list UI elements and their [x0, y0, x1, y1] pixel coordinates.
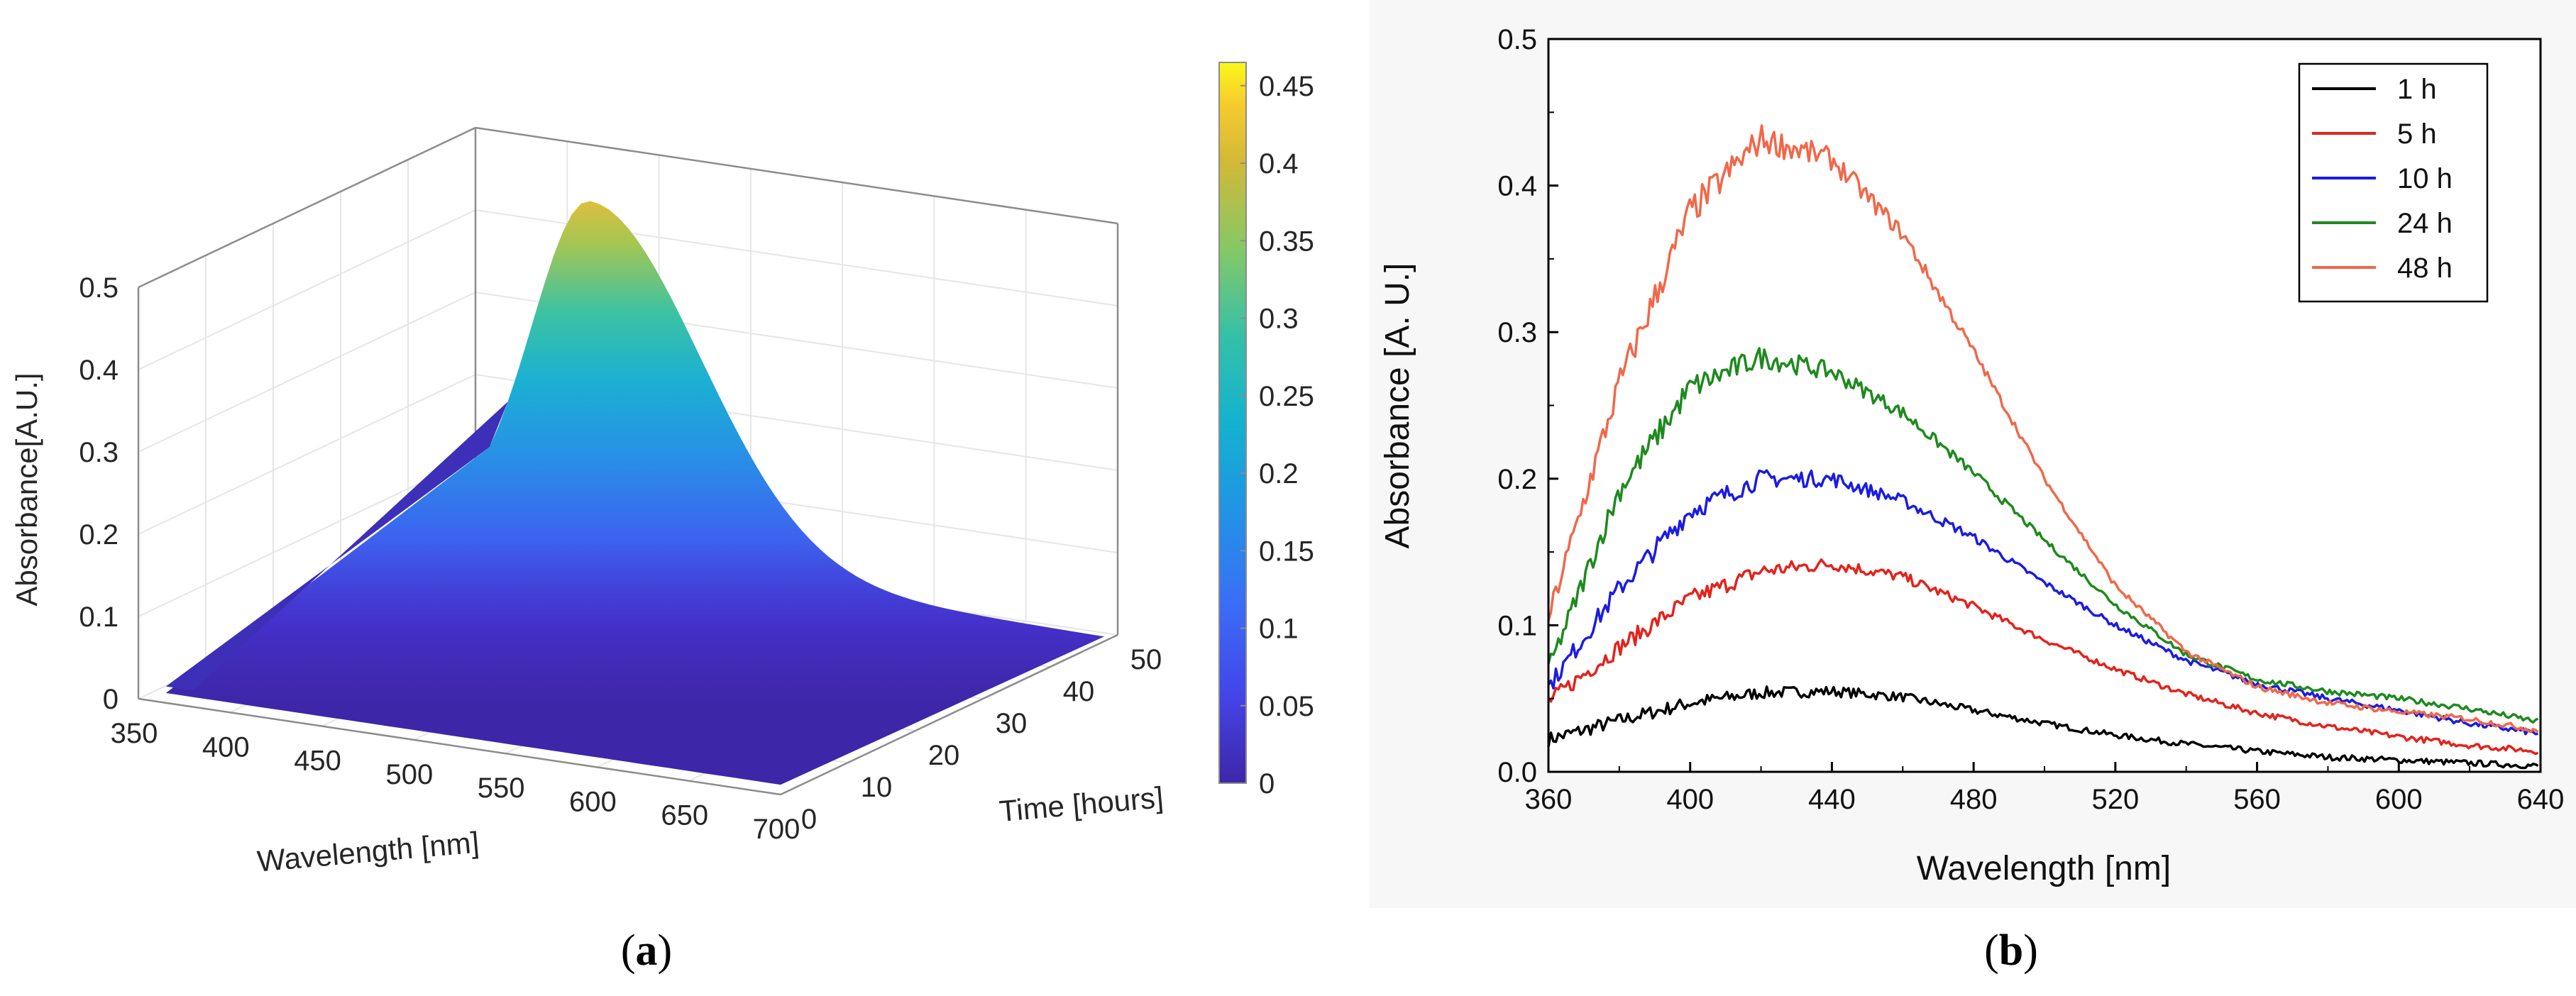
x-tick-label: 500: [385, 759, 433, 790]
panel-a-x-tick-labels: 350 400 450 500 550 600 650 700: [111, 718, 800, 845]
colorbar-tick-label: 0.45: [1259, 71, 1314, 102]
z-tick-label: 0.1: [79, 602, 119, 633]
axis-edge: [138, 697, 781, 796]
panel-a-zlabel: Absorbance[A.U.]: [10, 372, 43, 606]
colorbar-tick-label: 0.2: [1259, 458, 1299, 489]
y-tick-label: 0.5: [1497, 24, 1537, 55]
x-tick-label: 450: [294, 746, 341, 777]
x-tick-label: 350: [111, 718, 158, 749]
x-tick-label: 400: [1666, 784, 1714, 815]
x-tick-label: 650: [661, 800, 708, 831]
panel-a-y-tick-labels: 0 10 20 30 40 50: [801, 644, 1162, 835]
x-tick-label: 560: [2233, 784, 2281, 815]
y-tick-label: 40: [1063, 676, 1095, 707]
y-tick-label: 0.2: [1497, 464, 1537, 495]
colorbar-tick-label: 0.25: [1259, 381, 1314, 412]
panel-a-label: (a): [621, 926, 672, 975]
y-tick-label: 20: [928, 740, 960, 771]
axis-edge: [780, 633, 1118, 796]
series-line: [1547, 558, 2539, 756]
x-tick-label: 550: [478, 773, 525, 804]
y-tick-label: 50: [1130, 644, 1162, 675]
panel-a-z-tick-labels: 0 0.1 0.2 0.3 0.4 0.5: [79, 272, 119, 715]
y-tick-label: 10: [861, 772, 893, 803]
y-tick-label: 0.0: [1497, 757, 1537, 788]
panel-a-ylabel: Time [hours]: [998, 780, 1165, 828]
panel-b-y-ticks: 0.0 0.1 0.2 0.3 0.4 0.5: [1497, 24, 1558, 788]
axis-edge: [138, 126, 476, 289]
surface-left-edge: [165, 402, 508, 691]
legend-label: 48 h: [2397, 253, 2453, 284]
panel-a-surface-plot: 00.10.20.30.40.5 350 400 450 500 550 600 650 70…: [10, 62, 1314, 975]
panel-b-series: [1547, 124, 2539, 770]
series-line: [1547, 685, 2539, 770]
colorbar-tick-label: 0.05: [1259, 691, 1314, 722]
legend-label: 5 h: [2397, 118, 2437, 150]
z-tick-label: 0.2: [79, 519, 119, 550]
x-tick-label: 640: [2517, 784, 2565, 815]
x-tick-label: 400: [202, 731, 250, 763]
colorbar-tick-labels: 0 0.05 0.1 0.15 0.2 0.25 0.3 0.35 0.4 0.45: [1240, 71, 1314, 799]
colorbar-tick-label: 0.15: [1259, 536, 1314, 567]
absorbance-surface: [165, 201, 1104, 785]
legend-label: 10 h: [2397, 163, 2453, 194]
x-tick-label: 600: [2375, 784, 2423, 815]
x-tick-label: 700: [753, 814, 800, 845]
legend-box: [2298, 62, 2489, 303]
x-tick-label: 440: [1808, 784, 1856, 815]
panel-b-letter: b: [1999, 926, 2023, 975]
x-tick-label: 600: [569, 786, 617, 817]
z-tick-label: 0.5: [79, 272, 119, 304]
panel-b-line-plot: 360 400 440 480 520 560 600 640 0.0 0.1 0.2 0.3 0.4…: [1370, 0, 2576, 975]
z-tick-label: 0.3: [79, 437, 119, 468]
panel-a-xlabel: Wavelength [nm]: [255, 825, 480, 878]
x-tick-label: 360: [1525, 784, 1573, 815]
y-tick-label: 0: [801, 804, 817, 835]
panel-a-letter: a: [636, 926, 658, 975]
colorbar-tick-label: 0.35: [1259, 226, 1314, 257]
legend-label: 24 h: [2397, 208, 2453, 239]
colorbar-tick-label: 0.4: [1259, 148, 1299, 179]
series-line: [1547, 469, 2538, 736]
panel-b-ylabel: Absorbance [A. U.]: [1379, 263, 1416, 549]
legend: 1 h 5 h 10 h 24 h 48 h: [2298, 62, 2489, 303]
colorbar-tick-label: 0.3: [1259, 304, 1299, 335]
series-line: [1547, 347, 2539, 724]
colorbar-tick-label: 0: [1259, 768, 1275, 799]
x-tick-label: 520: [2091, 784, 2139, 815]
axis-edge: [475, 126, 1118, 225]
colorbar: [1218, 62, 1247, 784]
colorbar-tick-label: 0.1: [1259, 614, 1299, 645]
z-tick-label: 0: [103, 684, 119, 715]
y-tick-label: 30: [996, 708, 1028, 739]
y-tick-label: 0.3: [1497, 317, 1537, 348]
legend-label: 1 h: [2397, 74, 2437, 105]
y-tick-label: 0.1: [1497, 610, 1537, 641]
series-line: [1547, 124, 2539, 734]
panel-b-x-ticks: 360 400 440 480 520 560 600 640: [1525, 762, 2565, 815]
x-tick-label: 480: [1950, 784, 1998, 815]
surface-shading: [165, 201, 1104, 785]
y-tick-label: 0.4: [1497, 171, 1537, 202]
z-tick-label: 0.4: [79, 355, 119, 386]
panel-b-xlabel: Wavelength [nm]: [1917, 850, 2171, 887]
panel-b-label: (b): [1984, 926, 2038, 975]
